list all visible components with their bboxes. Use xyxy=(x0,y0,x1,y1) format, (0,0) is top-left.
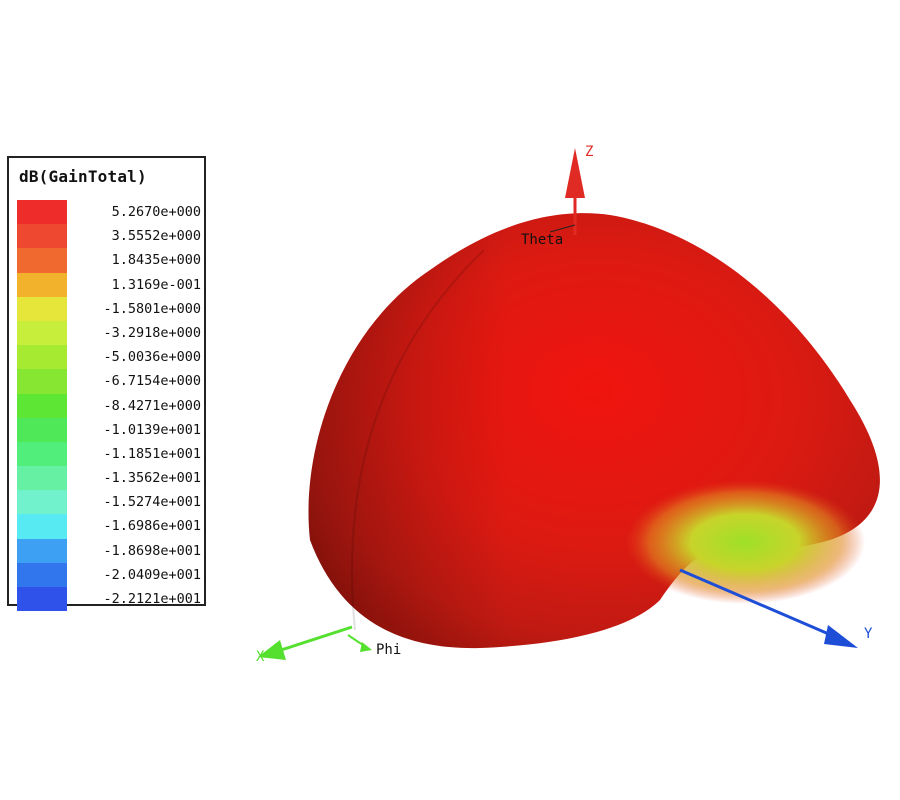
legend-swatch xyxy=(17,345,67,370)
legend-row: -1.1851e+001 xyxy=(17,441,202,467)
legend-label: -5.0036e+000 xyxy=(103,349,201,366)
legend-swatch xyxy=(17,466,67,491)
legend-swatch xyxy=(17,393,67,418)
legend-label: -1.0139e+001 xyxy=(103,421,201,438)
legend-row: 3.5552e+000 xyxy=(17,224,202,249)
z-axis-arrowhead xyxy=(565,148,585,198)
phi-label: Phi xyxy=(376,642,401,658)
legend-label: -8.4271e+000 xyxy=(103,397,201,414)
radiation-pattern-plot: Z Theta Y X Phi xyxy=(230,120,900,700)
legend-row: 1.8435e+000 xyxy=(17,248,202,273)
legend-row: -2.0409e+001 xyxy=(17,562,202,587)
theta-label: Theta xyxy=(521,232,563,248)
legend-label: -1.5274e+001 xyxy=(103,494,201,511)
legend-row: -1.3562e+001 xyxy=(17,466,202,491)
legend-label: -1.6986e+001 xyxy=(103,518,201,535)
legend-swatch xyxy=(17,562,67,587)
surface-seam xyxy=(350,249,485,631)
legend-row: 5.2670e+000 xyxy=(17,200,202,225)
legend-label: 1.3169e-001 xyxy=(111,276,201,293)
legend-label: -1.1851e+001 xyxy=(103,445,201,462)
x-axis-arrowhead xyxy=(258,640,286,660)
legend-row: -2.2121e+001 xyxy=(17,587,202,612)
legend-row: -1.6986e+001 xyxy=(17,514,202,539)
y-axis: Y xyxy=(679,568,873,648)
legend-swatch xyxy=(17,514,67,539)
z-axis-label: Z xyxy=(585,144,593,160)
legend-label: -2.0409e+001 xyxy=(103,566,201,583)
legend-swatch xyxy=(17,320,67,346)
legend-swatch xyxy=(17,272,67,297)
legend-label: 3.5552e+000 xyxy=(111,228,201,245)
radiation-pattern-svg: Z Theta Y X Phi xyxy=(256,144,880,665)
legend-swatch xyxy=(17,200,67,225)
colorbar-legend: dB(GainTotal) 5.2670e+000 3.5552e+000 1.84… xyxy=(7,156,206,612)
legend-swatch xyxy=(17,224,67,249)
legend-row: -1.8698e+001 xyxy=(17,538,202,563)
legend-swatch xyxy=(17,490,67,515)
legend-label: -1.3562e+001 xyxy=(103,470,201,487)
legend-row: 1.3169e-001 xyxy=(17,272,202,297)
legend-title: dB(GainTotal) xyxy=(19,167,147,186)
legend-swatch xyxy=(17,248,67,273)
z-axis: Z xyxy=(565,144,593,235)
legend-label: -1.5801e+000 xyxy=(103,300,201,317)
legend-label: -6.7154e+000 xyxy=(103,373,201,390)
legend-label: 1.8435e+000 xyxy=(111,252,201,269)
legend-row: -5.0036e+000 xyxy=(17,345,202,370)
legend-swatch xyxy=(17,538,67,563)
legend-label: -3.2918e+000 xyxy=(103,324,201,341)
legend-label: -2.2121e+001 xyxy=(103,591,201,607)
legend-swatch xyxy=(17,587,67,612)
x-axis-label: X xyxy=(256,649,265,665)
legend-swatch xyxy=(17,369,67,394)
legend-row: -3.2918e+000 xyxy=(17,320,202,346)
y-axis-arrowhead xyxy=(824,625,858,648)
legend-row: -8.4271e+000 xyxy=(17,393,202,418)
theta-marker: Theta xyxy=(521,224,576,248)
legend-row: -6.7154e+000 xyxy=(17,369,202,394)
legend-row: -1.5801e+000 xyxy=(17,296,202,321)
x-axis-line xyxy=(274,625,353,654)
legend-row: -1.0139e+001 xyxy=(17,417,202,442)
phi-marker: Phi xyxy=(347,634,401,658)
y-axis-line xyxy=(679,568,839,640)
legend-rows: 5.2670e+000 3.5552e+000 1.8435e+000 1.3169e… xyxy=(17,200,202,612)
legend-label: -1.8698e+001 xyxy=(103,542,201,559)
legend-swatch xyxy=(17,296,67,321)
legend-label: 5.2670e+000 xyxy=(111,204,201,220)
legend-row: -1.5274e+001 xyxy=(17,490,202,515)
legend-swatch xyxy=(17,417,67,442)
x-axis: X xyxy=(256,625,353,665)
legend-swatch xyxy=(17,441,67,467)
y-axis-label: Y xyxy=(864,626,873,642)
